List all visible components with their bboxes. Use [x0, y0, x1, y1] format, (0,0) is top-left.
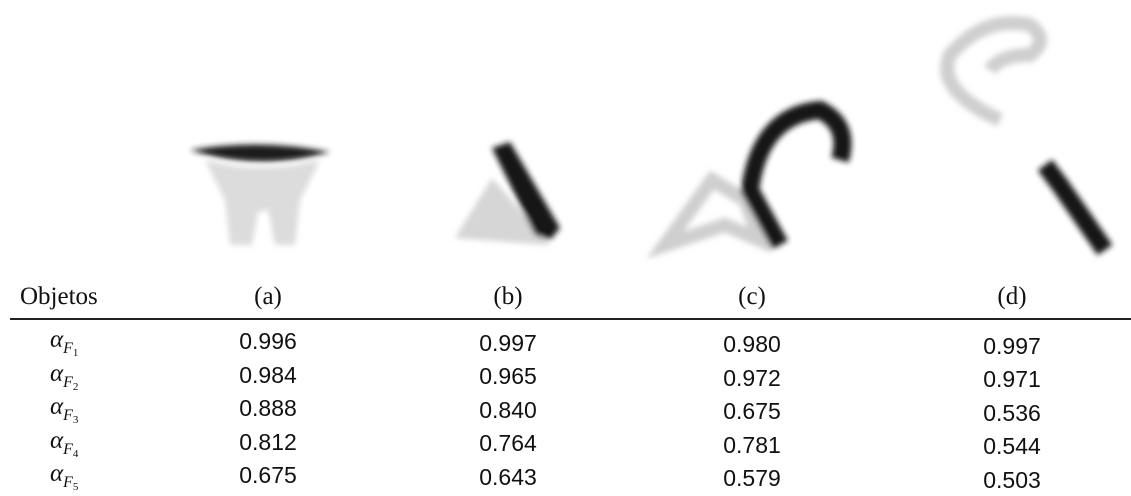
- cell-value: 0.812: [239, 429, 297, 456]
- cell-value: 0.888: [239, 395, 297, 422]
- column-header: (b): [493, 283, 522, 311]
- subscript: F1: [63, 340, 78, 357]
- sub-index: 5: [73, 481, 79, 493]
- cell-value: 0.840: [479, 397, 537, 424]
- row-label: αF5: [50, 460, 78, 493]
- cell-value: 0.984: [239, 362, 297, 389]
- row-label: αF1: [50, 326, 78, 359]
- symbol: α: [50, 393, 63, 420]
- cell-value: 0.971: [983, 366, 1041, 393]
- subscript: F4: [63, 441, 78, 458]
- cell-value: 0.781: [723, 432, 781, 459]
- page: Objetos(a)(b)(c)(d)αF10.9960.9970.9800.9…: [0, 0, 1131, 496]
- header-rule: [10, 318, 1131, 320]
- sub-index: 1: [73, 347, 79, 359]
- column-header: (c): [738, 283, 766, 311]
- cell-value: 0.675: [239, 462, 297, 489]
- object-images: [0, 0, 1131, 280]
- column-header: (a): [254, 283, 282, 311]
- object-d: [947, 23, 1105, 250]
- cell-value: 0.980: [723, 331, 781, 358]
- column-header: (d): [997, 283, 1026, 311]
- cell-value: 0.997: [479, 330, 537, 357]
- cell-value: 0.579: [723, 465, 781, 492]
- object-a: [190, 144, 330, 245]
- column-header: Objetos: [20, 283, 98, 311]
- cell-value: 0.972: [723, 365, 781, 392]
- row-label: αF2: [50, 360, 78, 393]
- cell-value: 0.503: [983, 467, 1041, 494]
- object-c: [665, 110, 843, 245]
- symbol: α: [50, 460, 63, 487]
- row-label: αF3: [50, 393, 78, 426]
- sub-index: 4: [73, 448, 79, 460]
- cell-value: 0.965: [479, 363, 537, 390]
- symbol: α: [50, 360, 63, 387]
- cell-value: 0.764: [479, 430, 537, 457]
- subscript: F2: [63, 374, 78, 391]
- row-label: αF4: [50, 427, 78, 460]
- cell-value: 0.996: [239, 328, 297, 355]
- object-b: [455, 142, 560, 245]
- sub-index: 2: [73, 381, 79, 393]
- sub-index: 3: [73, 414, 79, 426]
- symbol: α: [50, 326, 63, 353]
- subscript: F3: [63, 407, 78, 424]
- cell-value: 0.536: [983, 400, 1041, 427]
- subscript: F5: [63, 474, 78, 491]
- symbol: α: [50, 427, 63, 454]
- cell-value: 0.544: [983, 433, 1041, 460]
- cell-value: 0.643: [479, 464, 537, 491]
- cell-value: 0.675: [723, 398, 781, 425]
- cell-value: 0.997: [983, 333, 1041, 360]
